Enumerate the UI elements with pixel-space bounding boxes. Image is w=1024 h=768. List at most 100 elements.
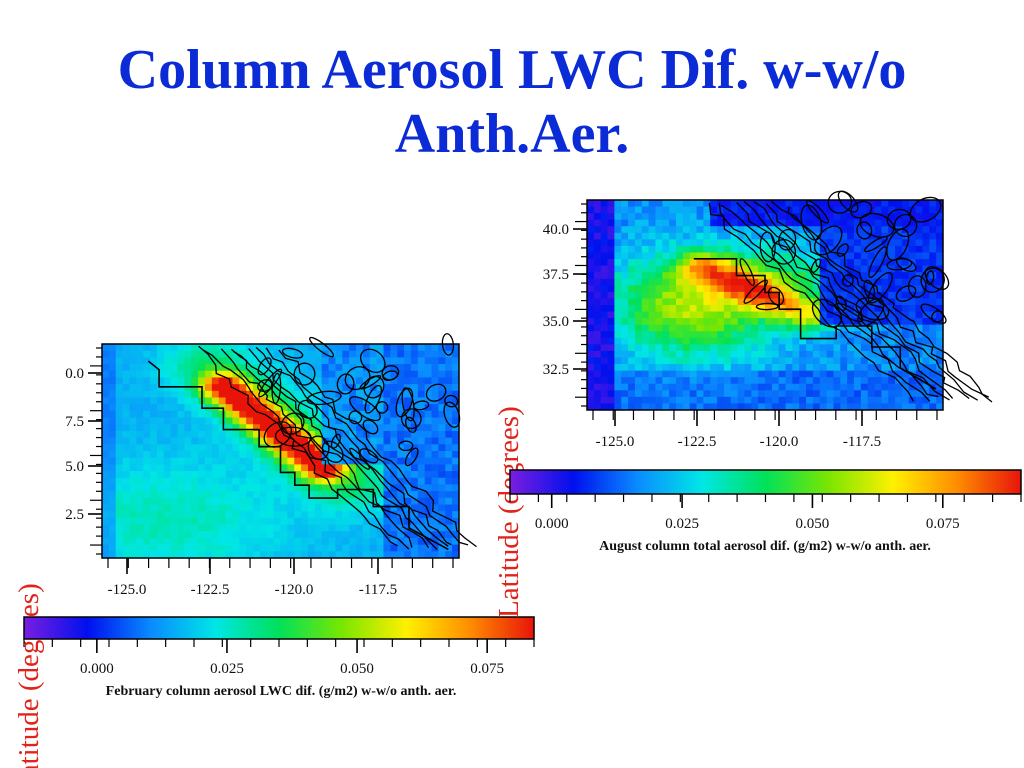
heatmap-cell [417,377,426,385]
heatmap-cell [874,252,882,260]
heatmap-cell [115,417,123,425]
heatmap-cell [356,350,364,358]
heatmap-cell [431,384,439,392]
heatmap-cell [936,298,944,306]
heatmap-cell [600,232,608,240]
heatmap-cell [225,444,233,452]
heatmap-cell [301,544,309,552]
heatmap-cell [390,531,398,539]
heatmap-cell [335,511,343,519]
heatmap-cell [874,390,882,398]
heatmap-cell [397,551,405,559]
heatmap-cell [634,226,643,234]
heatmap-cell [218,344,226,352]
heatmap-cell [397,410,405,418]
heatmap-cell [593,239,602,247]
heatmap-cell [826,232,834,240]
heatmap-cell [778,331,786,339]
heatmap-cell [634,213,643,221]
heatmap-cell [628,206,636,214]
heatmap-cell [717,226,725,234]
heatmap-cell [607,305,615,312]
heatmap-cell [136,471,144,479]
heatmap-cell [607,213,615,221]
heatmap-cell [280,417,288,425]
heatmap-cell [239,397,247,405]
heatmap-cell [170,344,178,352]
heatmap-cell [723,278,732,286]
heatmap-cell [593,232,602,240]
heatmap-cell [812,278,821,286]
heatmap-cell [417,451,426,459]
heatmap-cell [799,337,807,345]
heatmap-cell [874,278,882,286]
heatmap-cell [710,331,718,339]
heatmap-cell [143,517,151,525]
heatmap-cell [328,517,336,525]
heatmap-cell [115,430,123,439]
heatmap-cell [115,444,123,452]
heatmap-cell [356,344,364,352]
heatmap-cell [860,232,869,240]
heatmap-cell [854,350,862,358]
heatmap-cell [321,517,329,525]
heatmap-cell [102,537,110,546]
heatmap-cell [191,444,199,452]
heatmap-cell [383,444,391,452]
heatmap-cell [854,377,862,385]
heatmap-cell [737,324,745,332]
heatmap-cell [328,511,336,519]
heatmap-cell [737,252,745,260]
heatmap-cell [696,337,704,345]
heatmap-cell [136,424,144,432]
heatmap-cell [431,410,439,418]
heatmap-cell [314,370,323,378]
heatmap-cell [438,410,446,418]
heatmap-cell [383,357,391,365]
heatmap-cell [867,377,875,385]
heatmap-cell [751,383,759,391]
heatmap-cell [321,551,329,559]
heatmap-cell [799,370,807,378]
heatmap-cell [115,364,123,372]
heatmap-cell [369,384,378,392]
heatmap-cell [812,403,821,411]
heatmap-cell [431,377,439,385]
heatmap-cell [150,390,158,398]
heatmap-cell [102,370,110,378]
heatmap-cell [266,484,275,492]
heatmap-cell [895,390,903,398]
heatmap-cell [696,344,704,352]
heatmap-cell [383,390,391,398]
heatmap-cell [246,430,254,439]
heatmap-cell [143,511,151,519]
heatmap-cell [198,350,206,358]
heatmap-cell [826,239,834,247]
heatmap-cell [648,318,656,326]
heatmap-cell [888,291,896,299]
heatmap-cell [445,344,453,352]
heatmap-cell [184,517,192,525]
heatmap-cell [634,200,643,207]
heatmap-cell [424,551,432,559]
heatmap-cell [751,278,759,286]
heatmap-cell [287,551,295,559]
heatmap-cell [723,285,732,293]
heatmap-cell [150,397,158,405]
heatmap-cell [445,451,453,459]
heatmap-cell [376,384,384,392]
heatmap-cell [765,377,773,385]
heatmap-cell [397,477,405,485]
heatmap-cell [211,357,220,365]
heatmap-cell [191,430,199,439]
heatmap-cell [253,384,261,392]
heatmap-cell [163,471,172,479]
heatmap-cell [383,471,391,479]
heatmap-cell [744,344,752,352]
heatmap-cell [431,457,439,465]
heatmap-cell [383,437,391,445]
heatmap-cell [321,504,329,512]
heatmap-cell [785,357,793,365]
heatmap-cell [723,370,732,378]
heatmap-cell [218,544,226,552]
